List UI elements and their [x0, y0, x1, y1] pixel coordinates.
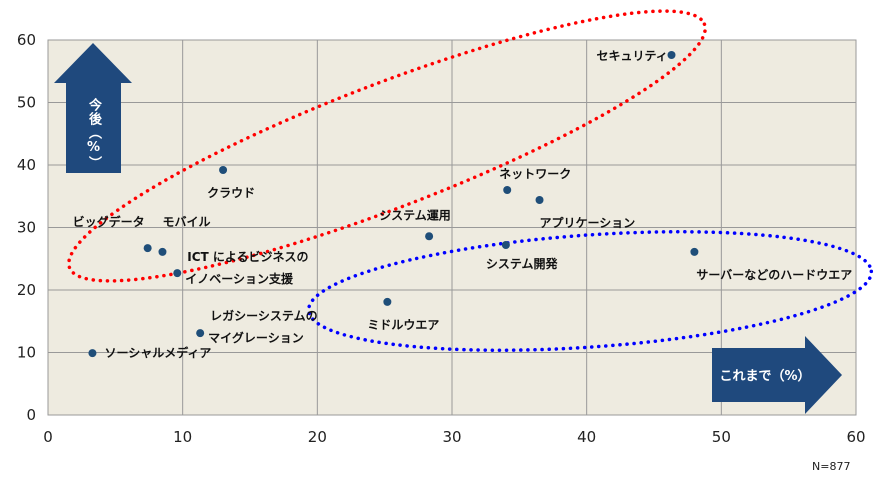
y-tick-label: 20	[17, 281, 36, 299]
sample-size-note: N=877	[812, 460, 850, 473]
x-tick-label: 10	[173, 428, 192, 446]
data-point-label: システム開発	[486, 256, 559, 271]
data-point	[196, 329, 205, 338]
up-arrow-label	[54, 43, 132, 173]
data-point-label: ソーシャルメディア	[104, 345, 211, 360]
data-point	[173, 269, 182, 278]
x-tick-label: 40	[577, 428, 596, 446]
data-point	[425, 232, 434, 241]
data-point	[501, 241, 510, 249]
y-tick-label: 40	[17, 156, 36, 174]
data-point	[667, 51, 676, 59]
y-tick-label: 10	[17, 344, 36, 362]
y-tick-label: 30	[17, 219, 36, 237]
red-ellipse-annotation	[67, 9, 707, 283]
x-axis-label: これまで（%）	[719, 368, 810, 384]
y-axis-label: 今後（%）	[86, 98, 101, 170]
data-point-label: クラウド	[207, 186, 255, 200]
data-point-label: アプリケーション	[540, 215, 636, 230]
ticks: 0 10 20 30 40 50 60 0 10 20 30 40 50 60	[17, 31, 866, 446]
data-point	[143, 244, 152, 253]
data-point-label: サーバーなどのハードウエア	[696, 268, 852, 282]
data-point-label: ネットワーク	[499, 167, 571, 181]
data-point-label: システム運用	[379, 208, 451, 222]
data-point-label: ミドルウエア	[367, 318, 439, 332]
up-arrow-icon	[54, 43, 132, 173]
right-arrow-icon	[712, 336, 842, 414]
x-tick-label: 0	[43, 428, 53, 446]
right-arrow-label: これまで（%）	[712, 336, 842, 414]
x-tick-label: 30	[442, 428, 461, 446]
data-point	[88, 349, 97, 358]
y-tick-label: 60	[17, 31, 36, 49]
y-tick-label: 50	[17, 94, 36, 112]
x-tick-label: 20	[308, 428, 327, 446]
x-tick-label: 50	[712, 428, 731, 446]
blue-ellipse-annotation	[306, 230, 874, 352]
data-point-label: ICT によるビジネスのイノベーション支援	[185, 249, 308, 286]
data-point	[383, 297, 392, 306]
data-point	[690, 247, 699, 256]
data-point	[158, 247, 167, 256]
y-tick-label: 0	[26, 406, 36, 424]
data-point	[535, 196, 544, 204]
x-tick-label: 60	[846, 428, 865, 446]
data-point-label: モバイル	[162, 215, 210, 229]
data-point-label: レガシーシステムのマイグレーション	[208, 308, 317, 345]
data-point-label: ビッグデータ	[73, 214, 145, 229]
data-point	[503, 186, 512, 194]
data-point	[219, 166, 228, 174]
data-point-label: セキュリティ	[597, 49, 668, 63]
